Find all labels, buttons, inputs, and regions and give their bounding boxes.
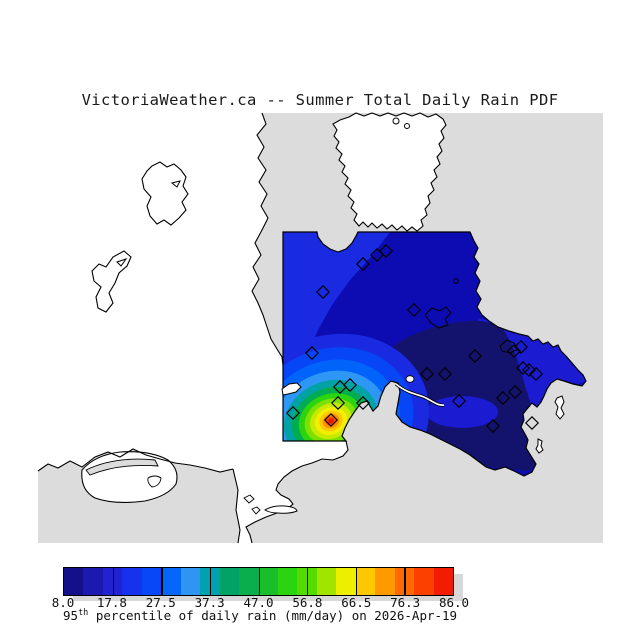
colorbar-tick (355, 568, 358, 595)
coast-channel-west (232, 468, 241, 544)
inlet-islet-2 (404, 123, 410, 129)
colorbar-tick-labels: 8.0 17.8 27.5 37.3 47.0 56.8 66.5 76.3 86.0 (52, 595, 469, 610)
colorbar-tick (258, 568, 260, 595)
colorbar-tick-label: 8.0 (51, 595, 75, 610)
station-diamond-icon (355, 395, 371, 411)
harbor-notch (147, 475, 162, 488)
station-diamond-icon (485, 418, 501, 434)
colorbar-tick (404, 568, 406, 595)
station-diamond-icon (419, 366, 435, 382)
station-diamond-icon (323, 412, 339, 428)
colorbar-segment (141, 568, 162, 595)
islet-south-j2 (535, 438, 544, 454)
station-diamond-icon (406, 302, 422, 318)
colorbar-tick-label: 56.8 (292, 595, 323, 610)
page-title: VictoriaWeather.ca -- Summer Total Daily… (81, 91, 559, 109)
water-bodies (38, 112, 447, 543)
colorbar-segment (433, 568, 454, 595)
colorbar-segment (336, 568, 356, 595)
station-diamond-icon (506, 343, 522, 359)
coastlines (37, 112, 349, 544)
colorbar-segment (239, 568, 259, 595)
islet-north-2b (116, 258, 128, 267)
colorbar-segment (355, 568, 376, 595)
colorbar-segment (122, 568, 142, 595)
colorbar-tick (112, 568, 114, 595)
station-diamond-icon (451, 393, 467, 409)
station-diamond-icon (378, 243, 394, 259)
colorbar-segment (414, 568, 434, 595)
pond-white (405, 375, 415, 383)
station-diamond-icon (315, 284, 331, 300)
caption-superscript: th (78, 608, 89, 618)
coast-channel-east (245, 440, 349, 544)
colorbar-tick (307, 568, 309, 595)
station-diamond-icon (342, 377, 358, 393)
colorbar-segment (64, 568, 84, 595)
data-field-outline (282, 231, 587, 477)
station-diamond-icon (524, 415, 540, 431)
colorbar-tick-label: 76.3 (390, 595, 421, 610)
colorbar-segment (375, 568, 395, 595)
station-diamond-icon (285, 405, 301, 421)
inlet-islet-1 (392, 117, 400, 125)
inlet-water (332, 112, 447, 232)
station-diamond-icon (507, 384, 523, 400)
hotspot-ring (328, 418, 334, 424)
station-diamond-icon (330, 395, 346, 411)
colorbar (63, 567, 454, 596)
colorbar-tick-label: 37.3 (194, 595, 225, 610)
station-diamond-icon (513, 339, 529, 355)
colorbar-tick (161, 568, 163, 595)
station-diamond-icon (528, 366, 544, 382)
channel-islet-2 (251, 506, 261, 515)
colorbar-tick-label: 86.0 (438, 595, 470, 610)
colorbar-segment (219, 568, 240, 595)
islet-north-1b (170, 180, 181, 188)
strait-water (38, 113, 348, 543)
data-bright-northwest (283, 232, 390, 435)
colorbar-tick-label: 17.8 (96, 595, 127, 610)
small-features (85, 117, 565, 515)
station-diamond-icon (495, 390, 511, 406)
data-bright-south-patch (426, 396, 498, 428)
coast-west-peninsula (251, 112, 284, 366)
station-markers (285, 243, 544, 434)
colorbar-segment (180, 568, 201, 595)
station-diamond-icon (355, 256, 371, 272)
island-southeast-j (554, 395, 565, 420)
islet-west-arrow (281, 382, 302, 396)
colorbar-segment (316, 568, 337, 595)
coast-south-shore (37, 448, 234, 473)
channel-islet-1 (243, 494, 255, 504)
station-diamond-icon (521, 362, 537, 378)
island-north-1 (141, 161, 189, 226)
colorbar-tick-label: 27.5 (145, 595, 176, 610)
colorbar-segment (161, 568, 181, 595)
lagoon-outline (264, 505, 298, 514)
colorbar-tick (209, 568, 212, 595)
station-diamond-icon (467, 348, 483, 364)
station-diamond-icon (437, 366, 453, 382)
colorbar-segment (258, 568, 278, 595)
colorbar-caption: 95th percentile of daily rain (mm/day) o… (63, 608, 458, 624)
colorbar-tick-label: 66.5 (341, 595, 372, 610)
colorbar-segment (83, 568, 103, 595)
islet-outline-b (453, 278, 459, 284)
colorbar-segment (277, 568, 298, 595)
station-diamond-icon (304, 345, 320, 361)
harbor-spit (85, 458, 159, 476)
island-outline-a (424, 306, 452, 329)
gorge-channel-water (395, 383, 445, 406)
colorbar-tick-label: 47.0 (243, 595, 274, 610)
